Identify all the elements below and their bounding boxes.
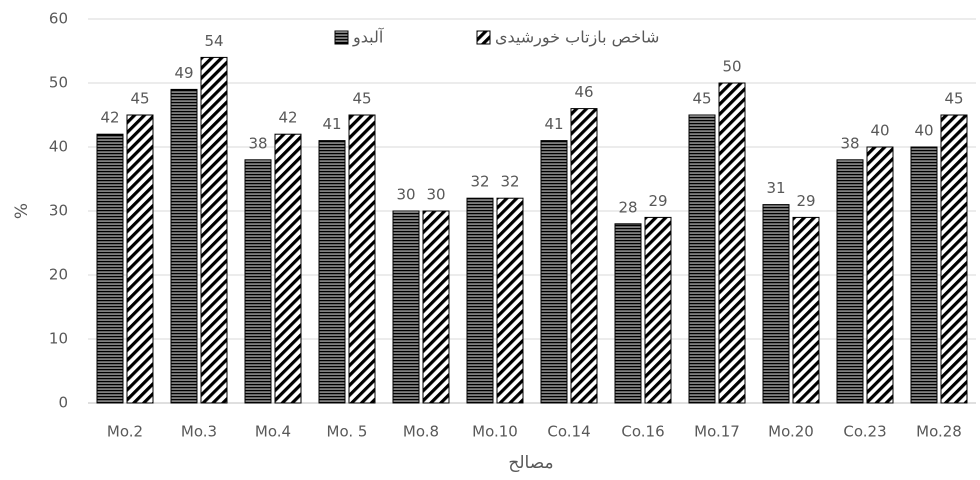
data-label: 29 — [796, 192, 815, 210]
bar — [866, 146, 894, 404]
x-tick-label: Mo.8 — [403, 423, 439, 441]
x-tick-label: Co.16 — [621, 423, 664, 441]
x-tick-label: Mo.20 — [768, 423, 814, 441]
data-label: 50 — [722, 58, 741, 76]
data-label: 54 — [204, 32, 223, 50]
data-label: 30 — [426, 186, 445, 204]
y-tick-label: 30 — [49, 202, 68, 220]
x-axis-label: مصالح — [508, 453, 553, 473]
data-label: 28 — [618, 198, 637, 216]
data-label: 40 — [914, 122, 933, 140]
bar — [244, 159, 272, 404]
data-label: 41 — [322, 115, 341, 133]
bar — [170, 88, 198, 404]
bar — [910, 146, 938, 404]
x-tick-label: Mo.4 — [255, 423, 291, 441]
bar — [540, 140, 568, 404]
data-label: 38 — [248, 134, 267, 152]
bar — [644, 216, 672, 404]
data-label: 45 — [352, 90, 371, 108]
bar — [200, 56, 228, 404]
bar — [274, 133, 302, 404]
bar — [466, 197, 494, 404]
bar — [126, 114, 154, 404]
x-tick-label: Mo.17 — [694, 423, 740, 441]
bar — [496, 197, 524, 404]
bar — [422, 210, 450, 404]
data-label: 45 — [130, 90, 149, 108]
bar — [614, 223, 642, 404]
data-label: 29 — [648, 192, 667, 210]
data-label: 38 — [840, 134, 859, 152]
x-tick-label: Mo.2 — [107, 423, 143, 441]
bar — [762, 204, 790, 404]
x-tick-label: Mo. 5 — [327, 423, 368, 441]
data-label: 31 — [766, 179, 785, 197]
legend-label: شاخص بازتاب خورشیدی — [495, 28, 659, 48]
y-tick-label: 20 — [49, 266, 68, 284]
data-label: 49 — [174, 64, 193, 82]
bar — [392, 210, 420, 404]
legend-swatch — [334, 30, 349, 45]
bar — [96, 133, 124, 404]
bar — [688, 114, 716, 404]
data-label: 42 — [100, 109, 119, 127]
y-tick-label: 60 — [49, 10, 68, 28]
data-label: 42 — [278, 109, 297, 127]
data-label: 32 — [470, 173, 489, 191]
data-label: 45 — [944, 90, 963, 108]
x-tick-label: Mo.28 — [916, 423, 962, 441]
bar — [836, 159, 864, 404]
x-tick-label: Mo.3 — [181, 423, 217, 441]
y-tick-label: 0 — [58, 394, 68, 412]
bar — [718, 82, 746, 404]
bar — [348, 114, 376, 404]
legend-label: آلبدو — [352, 28, 385, 48]
y-tick-label: 10 — [49, 330, 68, 348]
data-label: 45 — [692, 90, 711, 108]
bar — [940, 114, 968, 404]
y-axis-label: % — [12, 203, 32, 219]
data-label: 32 — [500, 173, 519, 191]
data-label: 30 — [396, 186, 415, 204]
data-label: 40 — [870, 122, 889, 140]
bar — [570, 108, 598, 404]
x-tick-label: Co.14 — [547, 423, 590, 441]
bar — [792, 216, 820, 404]
y-tick-label: 40 — [49, 138, 68, 156]
legend-swatch — [476, 30, 491, 45]
x-tick-label: Co.23 — [843, 423, 886, 441]
y-tick-label: 50 — [49, 74, 68, 92]
data-label: 41 — [544, 115, 563, 133]
x-tick-label: Mo.10 — [472, 423, 518, 441]
data-label: 46 — [574, 83, 593, 101]
bar — [318, 140, 346, 404]
